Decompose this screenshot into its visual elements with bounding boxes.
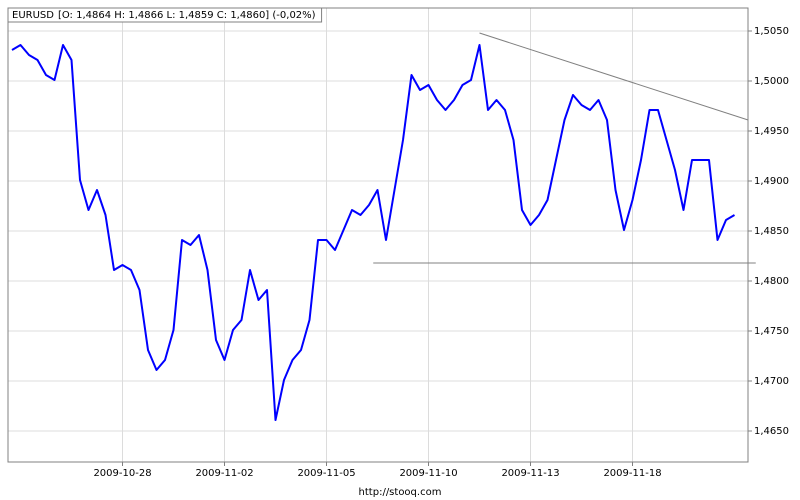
- y-tick-label: 1,4800: [754, 276, 789, 287]
- y-tick-label: 1,5050: [754, 26, 789, 37]
- price-line: [11, 44, 736, 421]
- x-tick-label: 2009-11-10: [399, 468, 457, 479]
- x-tick-label: 2009-10-28: [93, 468, 151, 479]
- y-tick-label: 1,4650: [754, 426, 789, 437]
- legend-info: [O: 1,4864 H: 1,4866 L: 1,4859 C: 1,4860…: [58, 10, 316, 21]
- x-tick-label: 2009-11-13: [501, 468, 559, 479]
- y-tick-label: 1,4900: [754, 176, 789, 187]
- y-tick-label: 1,4750: [754, 326, 789, 337]
- plot-frame: [7, 7, 749, 463]
- legend-box: [7, 7, 323, 23]
- y-tick-label: 1,4950: [754, 126, 789, 137]
- y-tick-label: 1,4850: [754, 226, 789, 237]
- source: http://stooq.com: [359, 487, 442, 498]
- y-tick-label: 1,4700: [754, 376, 789, 387]
- trendline: [479, 32, 749, 121]
- y-tick-label: 1,5000: [754, 76, 789, 87]
- x-tick-label: 2009-11-05: [297, 468, 355, 479]
- x-tick-label: 2009-11-18: [603, 468, 661, 479]
- legend-series-name: EURUSD: [12, 10, 54, 21]
- x-tick-label: 2009-11-02: [195, 468, 253, 479]
